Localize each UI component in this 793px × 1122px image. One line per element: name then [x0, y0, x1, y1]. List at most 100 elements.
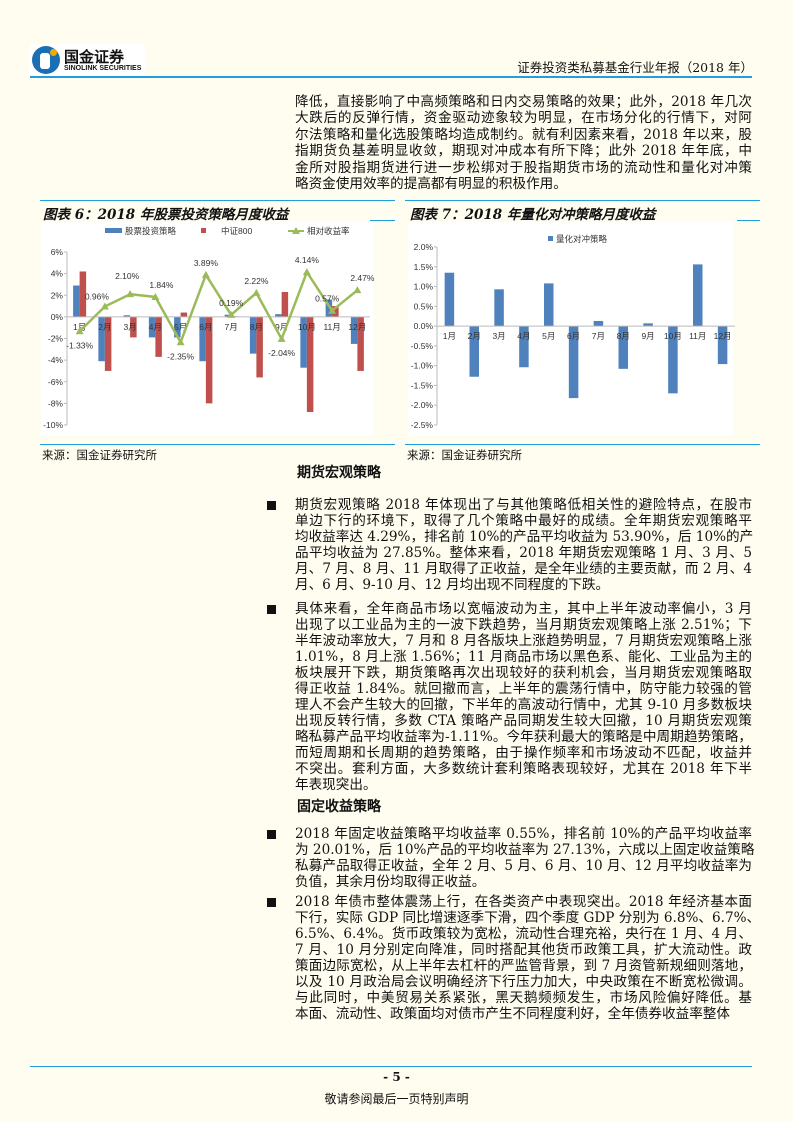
bar-b: [130, 316, 137, 338]
x-tick-label: 5月: [542, 331, 555, 341]
data-label: 3.89%: [194, 258, 219, 268]
bar-a: [643, 323, 653, 327]
x-tick-label: 9月: [275, 322, 288, 332]
text-line: 金所对股指期货进行进一步松绑对于股指期货市场的流动性和量化对冲策: [295, 159, 752, 176]
charts-svg: 6% 4% 2% 0% -2% -4% -6% -8% -10% 1月 2月 3月 4月 5月 6月 7月 8月…: [41, 222, 735, 436]
x-tick-label: 4月: [517, 331, 530, 341]
x-tick-label: 7月: [225, 322, 238, 332]
bar-a: [544, 283, 554, 327]
text-line: 私募产品取得正收益，全年 2 月、5 月、6 月、10 月、12 月平均收益率为: [295, 858, 752, 874]
bullet-paragraph: 期货宏观策略 2018 年体现出了与其他策略低相关性的避险特点，在股市 单边下行的…: [295, 497, 753, 593]
text-line: 板块展开下跌，期货策略再次出现较好的获利机会，当月期货宏观策略取: [295, 665, 752, 681]
bar-a: [224, 314, 232, 317]
x-tick-label: 8月: [617, 331, 630, 341]
text-line: 7 月、10 月分别定向降准，同时搭配其他货币政策工具，扩大流动性。政: [295, 942, 752, 958]
text-line: 6.5%、6.4%。货币政策较为宽松，流动性合理充裕，央行在 1 月、4 月、: [295, 926, 752, 942]
y-tick-label: 4%: [51, 269, 64, 279]
section-heading: 固定收益策略: [297, 799, 381, 815]
bullet-square-icon: [267, 501, 276, 510]
line-marker: [252, 288, 261, 296]
bar-a: [98, 316, 105, 362]
y-tick-label: 0.5%: [414, 301, 434, 311]
bar-a: [300, 316, 307, 368]
data-label: 2.10%: [115, 271, 140, 281]
report-title: 证券投资类私募基金行业年报（2018 年）: [517, 60, 753, 75]
legend-label: 中证800: [221, 226, 252, 236]
bar-a: [123, 315, 131, 317]
line-marker: [277, 334, 286, 342]
chart6-title: 图表 6：2018 年股票投资策略月度收益: [43, 207, 289, 223]
footer-divider: [30, 1066, 752, 1067]
y-tick-label: 2%: [51, 290, 64, 300]
text-line: 指期货负基差明显收敛，期现对冲成本有所下降；此外 2018 年年底，中: [295, 143, 752, 160]
y-tick-label: 0.0%: [414, 321, 434, 331]
x-tick-label: 1月: [73, 322, 86, 332]
x-tick-label: 3月: [492, 331, 505, 341]
x-tick-label: 5月: [174, 322, 187, 332]
data-label: 2.22%: [244, 276, 269, 286]
x-tick-label: 6月: [199, 322, 212, 332]
data-label: 0.19%: [219, 298, 244, 308]
line-marker: [353, 286, 362, 294]
bullet-square-icon: [267, 898, 276, 907]
text-line: 以及 10 月政治局会议明确经济下行压力加大，中央政策在不断宽松微调。: [295, 974, 752, 990]
legend-swatch-icon: [201, 228, 206, 233]
data-label: -1.33%: [66, 340, 93, 350]
y-tick-label: -2%: [48, 334, 64, 344]
bar-b: [256, 316, 263, 378]
x-tick-label: 10月: [298, 322, 316, 332]
logo-cn: 国金证券: [64, 47, 125, 66]
line-marker: [75, 327, 84, 335]
text-line: 略资金使用效率的提高都有明显的积极作用。: [295, 176, 567, 193]
text-line: 出现反转行情，多数 CTA 策略产品同期发生较大回撤，10 月期货宏观策: [295, 713, 752, 729]
text-line: 期货宏观策略 2018 年体现出了与其他策略低相关性的避险特点，在股市: [295, 497, 752, 513]
legend-swatch-icon: [548, 236, 553, 241]
y-tick-label: 0%: [51, 312, 64, 322]
chart7-title: 图表 7：2018 年量化对冲策略月度收益: [410, 207, 656, 223]
bar-a: [199, 316, 206, 362]
line-marker: [151, 292, 160, 300]
bar-a: [275, 314, 282, 317]
line-marker: [302, 268, 311, 276]
text-line: 年表现突出。: [295, 777, 377, 793]
x-tick-label: 12月: [348, 322, 366, 332]
chart6-top-rule: [40, 200, 395, 201]
header-divider: [30, 76, 752, 78]
bar-b: [332, 306, 339, 317]
bar-a: [148, 316, 156, 338]
company-logo: 国金证券 SINOLINK SECURITIES: [30, 44, 145, 76]
chart6-title-rule: [370, 220, 395, 221]
x-tick-label: 4月: [149, 322, 162, 332]
y-tick-label: 1.5%: [414, 262, 434, 272]
bullet-paragraph: 具体来看，全年商品市场以宽幅波动为主，其中上半年波动率偏小，3 月出现了以工业品…: [295, 601, 752, 793]
line-marker: [201, 270, 210, 278]
bullet-square-icon: [267, 830, 276, 839]
text-line: 不突出。套利方面，大多数统计套利策略表现较好，尤其在 2018 年下半: [295, 761, 752, 777]
line-series: [78, 269, 359, 346]
line-marker: [176, 338, 185, 346]
bar-b: [357, 316, 364, 371]
text-line: 大跌后的反弹行情，资金驱动迹象较为明显，在市场分化的行情下，对阿: [295, 110, 752, 127]
text-line: 出现了以工业品为主的一波下跌趋势，当月期货宏观策略上涨 2.51%；下: [295, 617, 752, 633]
x-tick-label: 2月: [98, 322, 111, 332]
bar-a: [174, 316, 181, 338]
text-line: 单边下行的环境下，取得了几个策略中最好的成绩。全年期货宏观策略平: [295, 513, 752, 529]
bar-a: [668, 326, 678, 394]
y-tick-label: -10%: [43, 420, 63, 430]
disclaimer-note: 敬请参阅最后一页特别声明: [324, 1092, 469, 1106]
y-tick-label: 2.0%: [414, 242, 434, 252]
legend-label: 量化对冲策略: [556, 234, 608, 244]
y-tick-label: 6%: [51, 247, 64, 257]
x-tick-label: 11月: [689, 331, 706, 341]
data-label: 4.14%: [295, 255, 320, 265]
chart7-bottom-rule: [405, 444, 760, 445]
text-line: 2018 年债市整体震荡上行，在各类资产中表现突出。2018 年经济基本面: [295, 894, 752, 910]
data-label: -2.04%: [268, 348, 295, 358]
chart7-top-rule: [405, 200, 760, 201]
logo-mark-icon: [32, 46, 60, 74]
data-label: 1.84%: [149, 280, 174, 290]
text-line: 负值，其余月份均取得正收益。: [295, 874, 486, 890]
text-line: 尔法策略和量化选股策略均造成制约。就有利因素来看，2018 年以来，股: [295, 126, 752, 143]
bar-b: [205, 316, 213, 404]
x-tick-label: 9月: [641, 331, 654, 341]
